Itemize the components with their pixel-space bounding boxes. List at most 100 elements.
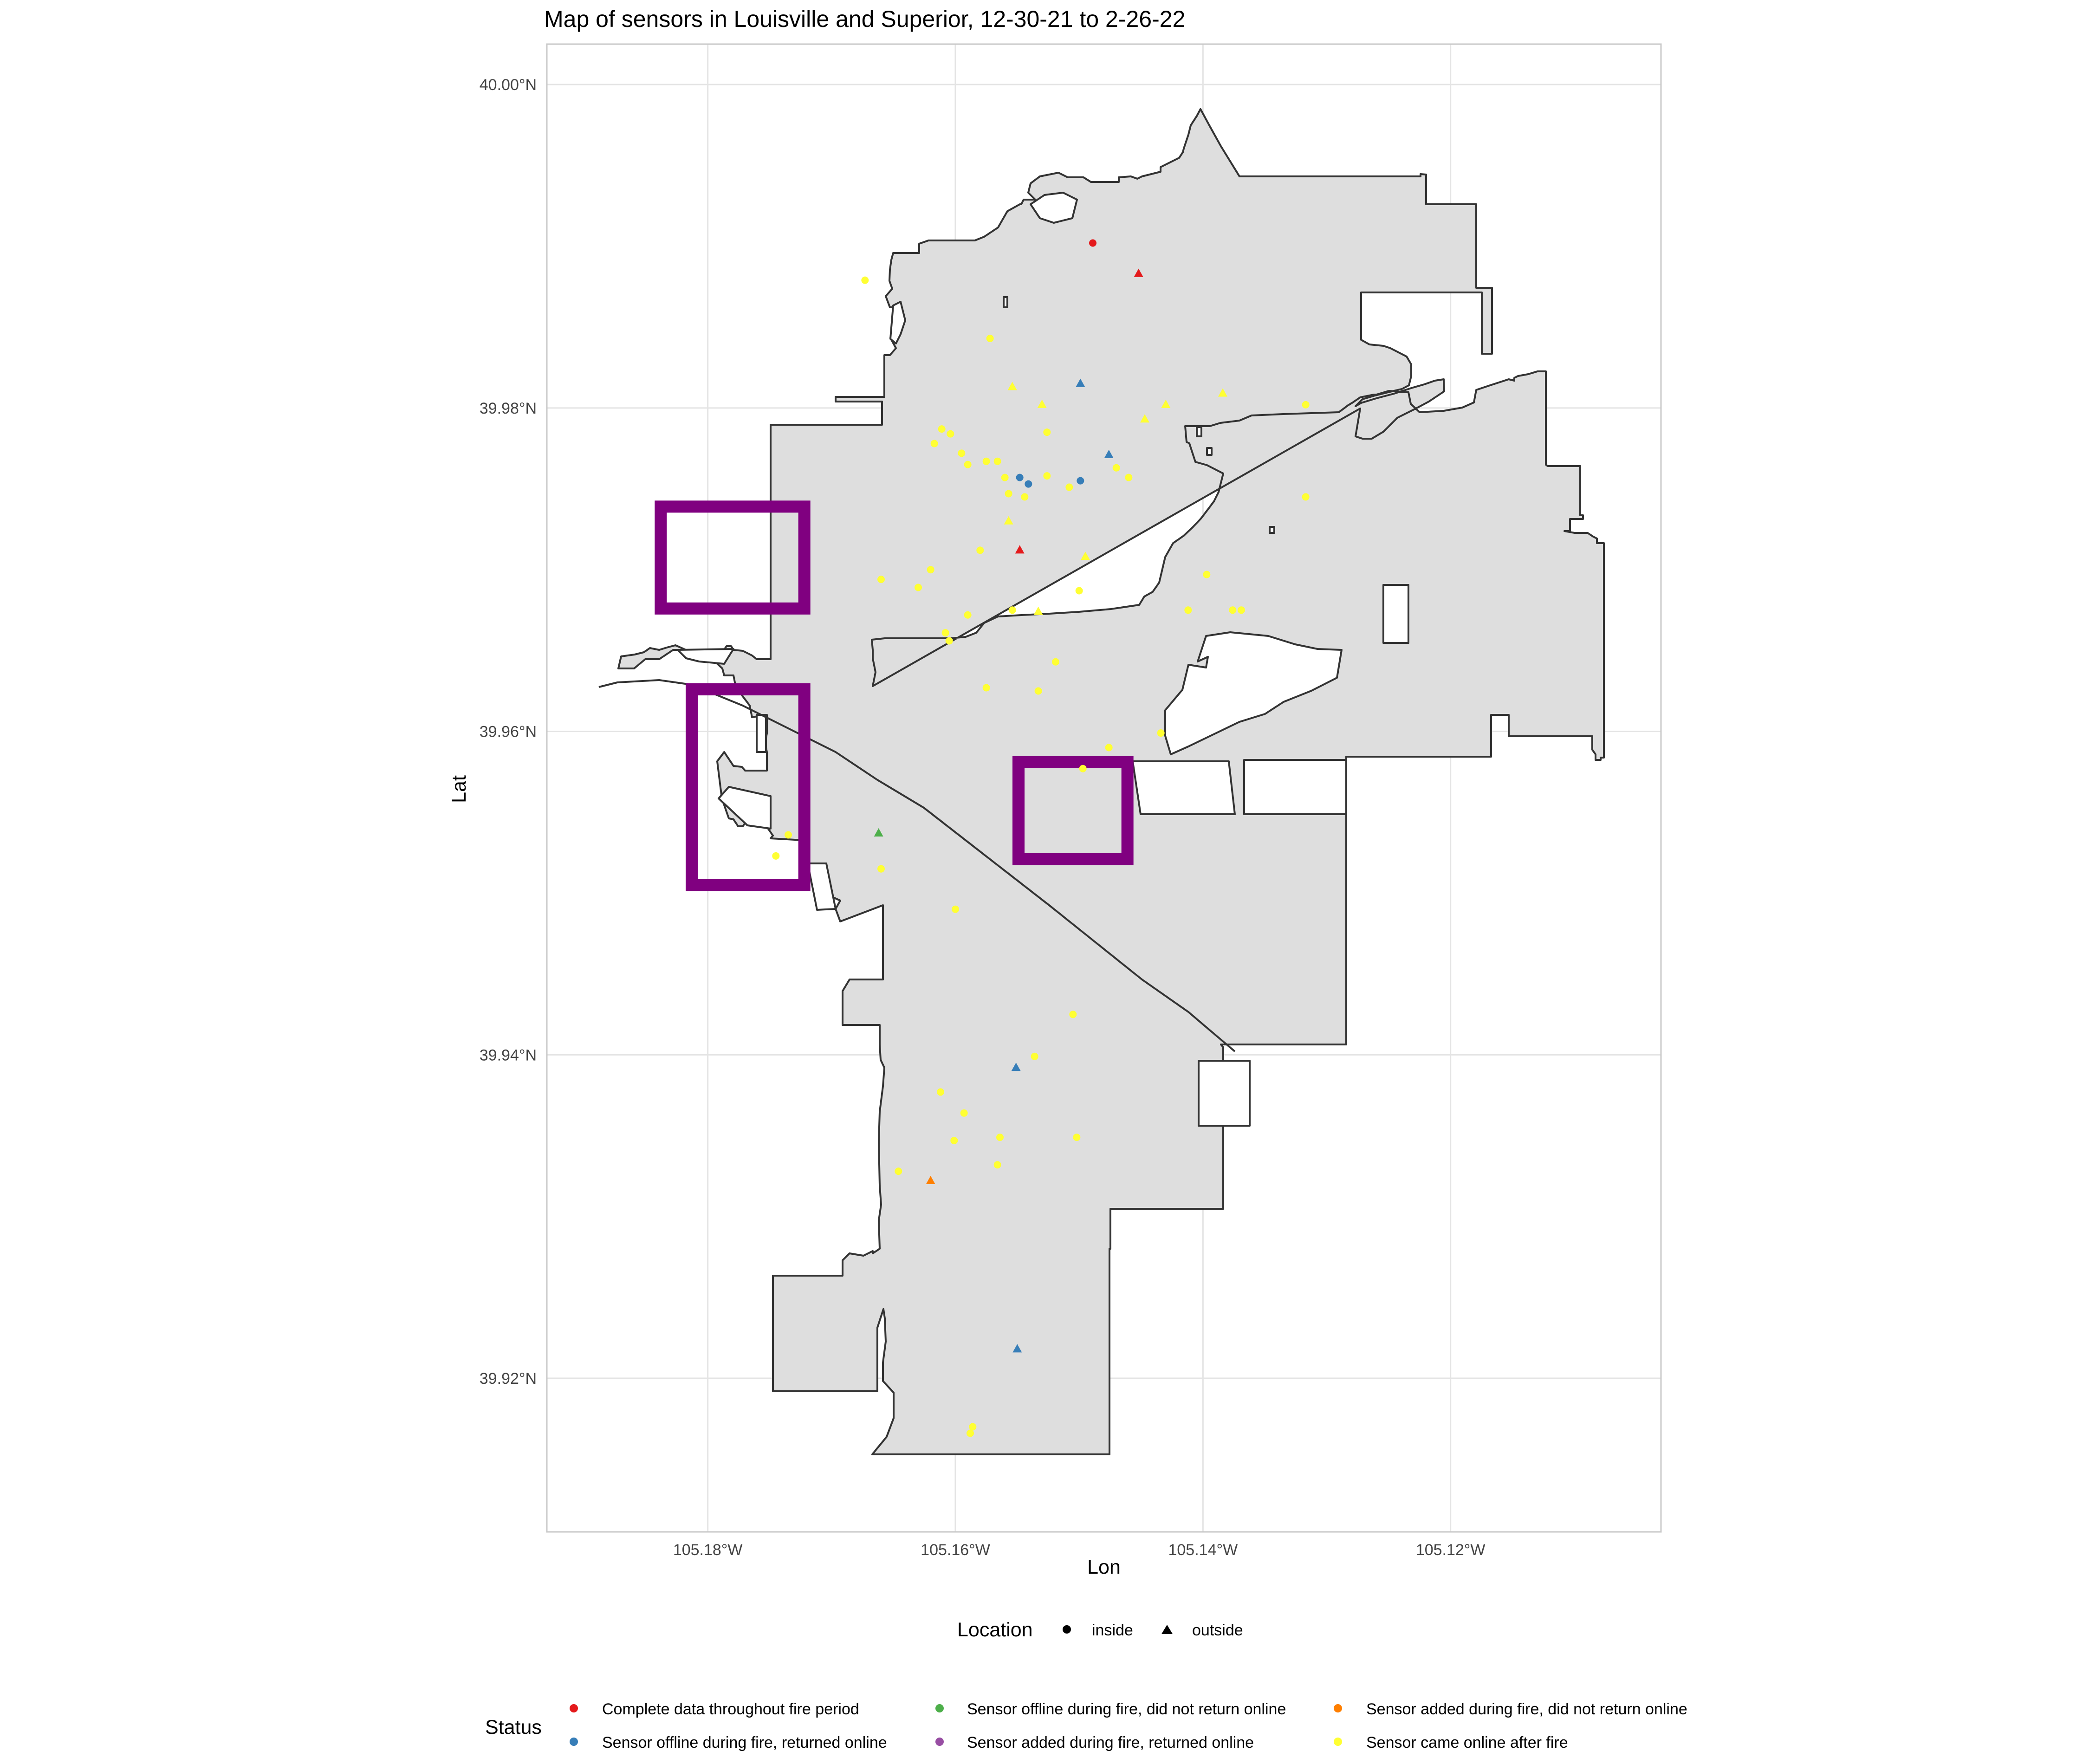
boundary-hole	[1003, 296, 1008, 308]
panel-border	[546, 43, 1662, 1533]
status-legend-title: Status	[485, 1716, 542, 1738]
status-key-3	[935, 1738, 944, 1746]
sensor-point-inside	[1065, 483, 1073, 491]
boundary-hole	[889, 301, 906, 344]
sensor-point-outside	[1134, 268, 1143, 277]
sensor-point-inside	[877, 865, 885, 873]
axis-tick-labels: 105.18°W 105.16°W 105.14°W 105.12°W 40.0…	[480, 76, 1486, 1559]
sensor-point-inside	[1016, 473, 1024, 481]
status-key-4	[1334, 1704, 1342, 1712]
sensor-point-inside	[1043, 472, 1051, 480]
status-label: Sensor came online after fire	[1366, 1734, 1568, 1751]
sensor-point-inside	[1302, 401, 1310, 409]
rail-corridor	[598, 679, 1236, 1052]
status-label: Sensor offline during fire, returned onl…	[602, 1734, 887, 1751]
sensor-point-inside	[1052, 658, 1059, 666]
location-legend-title: Location	[957, 1619, 1033, 1641]
sensor-point-inside	[772, 852, 780, 860]
boundary-hole	[1382, 584, 1409, 644]
sensor-point-inside	[976, 546, 984, 554]
boundary-holes	[677, 192, 1409, 1127]
x-tick-label: 105.16°W	[921, 1541, 990, 1559]
y-tick-label: 39.96°N	[480, 723, 537, 741]
sensor-point-inside	[1112, 464, 1120, 472]
sensor-point-outside	[926, 1176, 935, 1185]
sensor-point-outside	[874, 828, 883, 837]
x-tick-label: 105.14°W	[1168, 1541, 1238, 1559]
status-key-2	[935, 1704, 944, 1712]
sensor-point-inside	[1157, 729, 1165, 737]
y-tick-label: 39.92°N	[480, 1370, 537, 1388]
sensor-point-inside	[952, 905, 959, 913]
highlight-box	[686, 683, 811, 891]
sensor-point-outside	[1004, 516, 1013, 525]
sensor-point-inside	[993, 1161, 1001, 1169]
status-key-1	[570, 1738, 578, 1746]
sensor-point-inside	[969, 1423, 977, 1431]
x-axis-title: Lon	[1087, 1556, 1121, 1578]
sensor-point-inside	[1302, 493, 1310, 501]
sensor-point-inside	[964, 611, 972, 619]
sensor-point-inside	[1079, 765, 1087, 772]
boundary-hole	[756, 714, 767, 753]
sensor-point-inside	[1077, 477, 1084, 485]
sensor-point-inside	[960, 1109, 968, 1117]
legend-key-circle	[1063, 1625, 1071, 1634]
sensor-point-inside	[1021, 493, 1029, 501]
legend-location-label: outside	[1192, 1621, 1243, 1639]
boundary-hole	[807, 863, 837, 911]
boundary-hole	[718, 786, 772, 830]
sensor-point-inside	[941, 629, 949, 637]
boundary-hole	[677, 648, 734, 665]
boundary-hole	[1164, 631, 1343, 755]
sensor-point-inside	[877, 576, 885, 584]
sensor-point-outside	[1015, 545, 1025, 554]
boundary-hole	[1269, 526, 1275, 534]
sensor-points	[772, 239, 1310, 1437]
sensor-point-inside	[915, 584, 922, 591]
status-key-5	[1334, 1738, 1342, 1746]
sensor-point-inside	[993, 457, 1001, 465]
sensor-point-inside	[930, 440, 938, 447]
sensor-point-inside	[986, 335, 994, 343]
sensor-point-inside	[1073, 1133, 1081, 1141]
sensor-point-inside	[1075, 587, 1083, 595]
sensor-point-inside	[1089, 239, 1096, 247]
sensor-point-inside	[1203, 571, 1211, 578]
legend-key-triangle	[1161, 1625, 1173, 1634]
sensor-point-outside	[1104, 449, 1114, 458]
sensor-point-inside	[938, 425, 946, 433]
sensor-point-inside	[1238, 606, 1245, 614]
status-key-0	[570, 1704, 578, 1712]
sensor-point-inside	[958, 449, 966, 457]
sensor-point-inside	[996, 1133, 1004, 1141]
sensor-point-outside	[1037, 399, 1047, 408]
highlight-boxes	[655, 500, 1134, 891]
sensor-point-inside	[927, 566, 934, 574]
status-label: Sensor added during fire, returned onlin…	[967, 1734, 1254, 1751]
sensor-point-outside	[1011, 1063, 1021, 1071]
sensor-point-inside	[1069, 1011, 1077, 1018]
boundary-hole	[1206, 447, 1213, 456]
sensor-point-inside	[1025, 480, 1032, 488]
boundary-hole	[1030, 192, 1078, 224]
sensor-point-inside	[785, 831, 792, 839]
x-tick-label: 105.12°W	[1416, 1541, 1486, 1559]
sensor-point-inside	[895, 1167, 902, 1175]
status-label: Sensor offline during fire, did not retu…	[967, 1700, 1286, 1718]
boundary-hole	[1196, 426, 1202, 437]
sensor-point-inside	[1105, 744, 1113, 752]
sensor-point-outside	[1076, 378, 1085, 387]
sensor-point-inside	[937, 1088, 944, 1096]
sensor-point-inside	[1001, 473, 1009, 481]
sensor-point-inside	[1031, 1052, 1038, 1060]
sensor-point-inside	[1043, 428, 1051, 436]
sensor-point-inside	[1008, 606, 1016, 614]
y-tick-label: 39.94°N	[480, 1046, 537, 1064]
sensor-point-inside	[982, 684, 990, 692]
sensor-point-inside	[982, 457, 990, 465]
sensor-point-inside	[1229, 606, 1237, 614]
sensor-point-inside	[1034, 687, 1042, 695]
sensor-point-outside	[1033, 606, 1043, 615]
status-label: Complete data throughout fire period	[602, 1700, 859, 1718]
